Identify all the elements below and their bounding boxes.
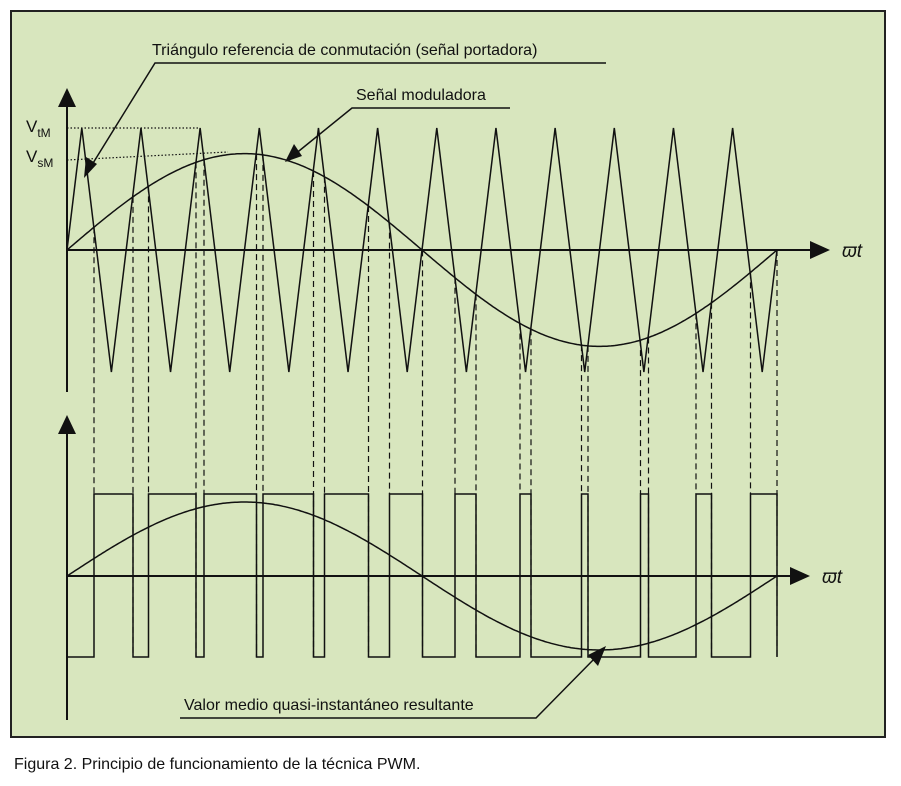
- vtm-label: VtM: [26, 117, 51, 140]
- modulating-sine-path: [66, 152, 778, 348]
- bottom-x-axis-arrow-icon: [790, 567, 810, 585]
- carrier-label: Triángulo referencia de conmutación (señ…: [152, 42, 537, 59]
- modulating-arrow-icon: [285, 144, 302, 162]
- top-omega-t-label: ϖt: [842, 241, 863, 262]
- top-x-axis-arrow-icon: [810, 241, 830, 259]
- result-label: Valor medio quasi-instantáneo resultante: [184, 697, 474, 714]
- top-y-axis-arrow-icon: [58, 88, 76, 107]
- result-leader-line: [180, 654, 599, 719]
- bottom-y-axis-arrow-icon: [58, 415, 76, 434]
- figure-panel: [10, 10, 886, 738]
- carrier-arrow-icon: [84, 157, 97, 178]
- result-arrow-icon: [588, 646, 606, 666]
- bottom-omega-t-label: ϖt: [822, 567, 843, 588]
- modulating-sine-wave: [66, 152, 778, 348]
- pwm-output-wave: [67, 493, 778, 658]
- modulating-label: Señal moduladora: [356, 87, 486, 104]
- vsm-label: VsM: [26, 147, 53, 170]
- modulating-leader-line: [293, 107, 510, 156]
- average-sine-wave: [66, 501, 778, 651]
- pwm-output-path: [67, 493, 778, 658]
- figure-caption: Figura 2. Principio de funcionamiento de…: [14, 756, 421, 773]
- average-sine-path: [66, 501, 778, 651]
- vsm-dotted-reference: [66, 151, 229, 161]
- carrier-leader-line: [89, 62, 606, 169]
